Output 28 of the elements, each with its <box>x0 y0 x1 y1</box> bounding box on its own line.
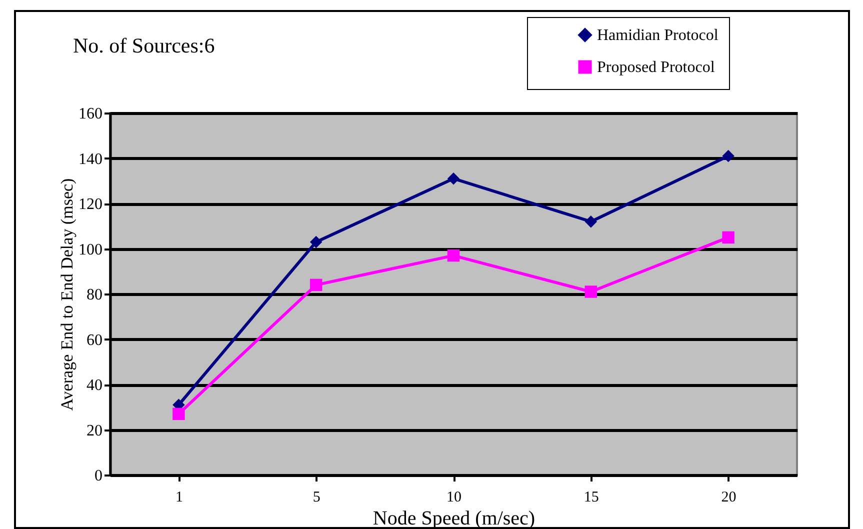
point <box>172 408 185 420</box>
y-tick-label: 100 <box>78 241 102 258</box>
point <box>447 172 460 185</box>
x-tick-label: 1 <box>175 490 183 506</box>
point <box>722 231 734 244</box>
chart-title: No. of Sources:6 <box>73 34 215 58</box>
point <box>584 286 598 298</box>
y-tick-label: 120 <box>78 196 102 213</box>
x-tick-label: 10 <box>446 490 462 506</box>
x-tick-label: 20 <box>721 490 736 506</box>
point <box>310 236 322 248</box>
y-tick-label: 160 <box>78 106 102 122</box>
y-axis-title: Average End to End Delay (msec) <box>58 178 76 411</box>
y-tick-label: 60 <box>86 332 102 349</box>
y-tick-label: 140 <box>78 150 102 168</box>
y-tick-label: 0 <box>94 468 102 484</box>
x-tick-label: 15 <box>584 490 599 506</box>
point <box>584 215 598 228</box>
y-tick-label: 40 <box>86 377 102 394</box>
point <box>310 278 322 292</box>
point <box>722 150 734 162</box>
y-tick-label: 80 <box>86 286 102 304</box>
y-tick-label: 20 <box>86 422 102 440</box>
legend-label: Hamidian Protocol <box>597 27 719 44</box>
x-axis-title: Node Speed (m/sec) <box>372 508 536 529</box>
legend-label: Proposed Protocol <box>597 59 716 76</box>
x-tick-label: 5 <box>312 490 320 506</box>
point <box>447 249 460 262</box>
